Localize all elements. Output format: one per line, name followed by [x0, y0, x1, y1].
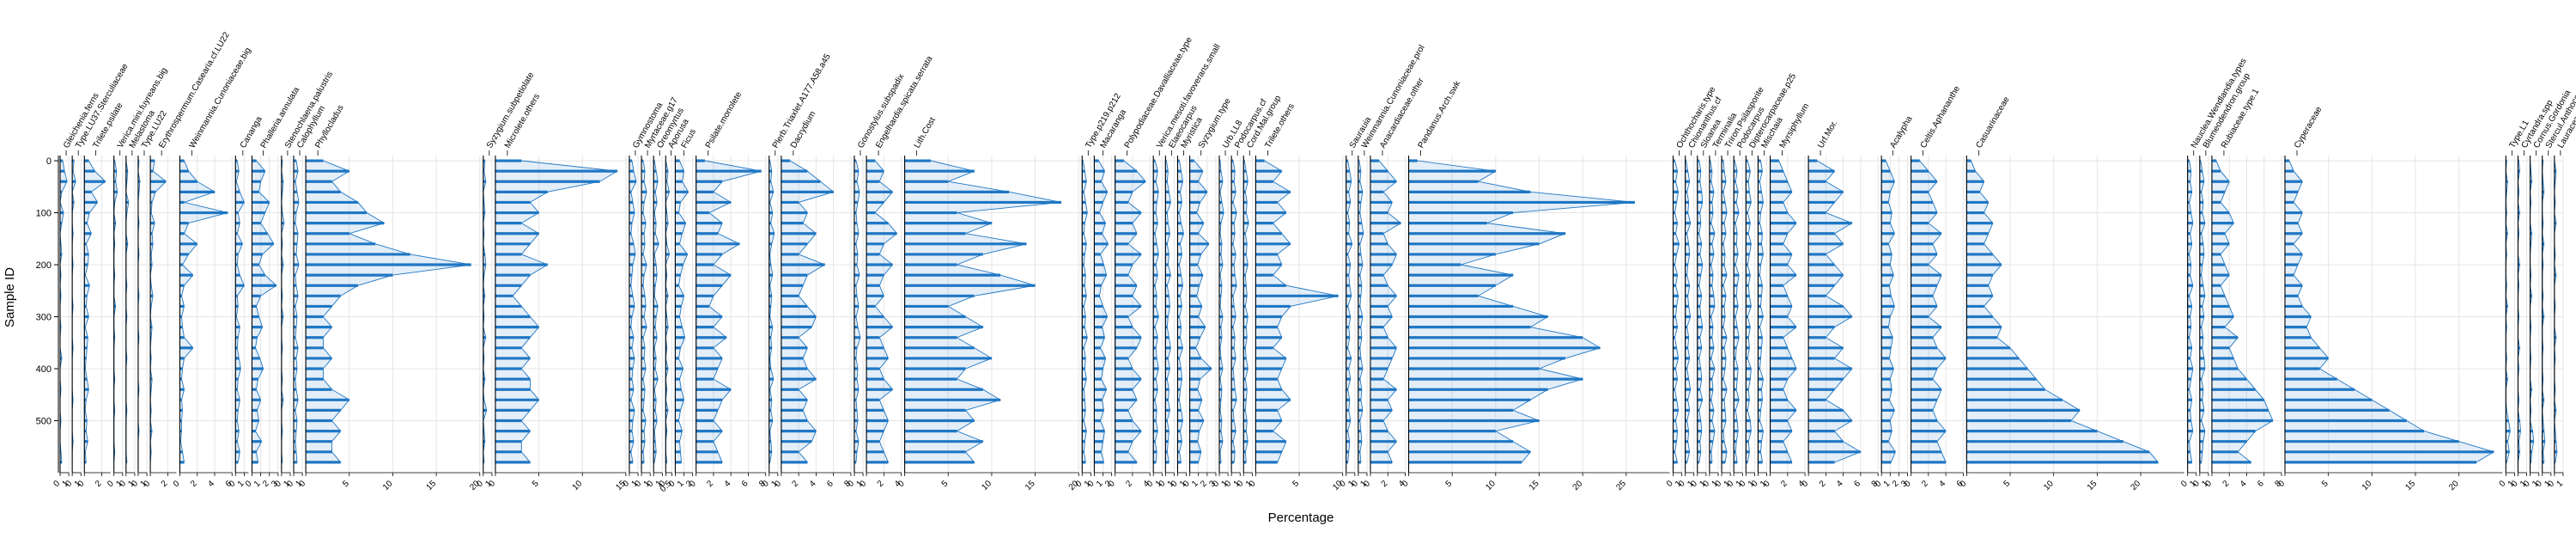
area-silhouette — [1721, 160, 1728, 463]
area-silhouette — [1115, 160, 1146, 463]
area-silhouette — [641, 160, 647, 463]
area-silhouette — [629, 160, 637, 463]
y-tick-label: 500 — [36, 417, 52, 427]
area-silhouette — [2199, 160, 2206, 463]
x-axis-label: Percentage — [1268, 510, 1334, 525]
y-axis: 0 100 200 300 400 500 — [36, 156, 59, 473]
area-silhouette — [1880, 160, 1896, 463]
area-silhouette — [1177, 160, 1184, 463]
area-silhouette — [781, 160, 835, 463]
area-silhouette — [1230, 160, 1237, 463]
area-silhouette — [305, 160, 471, 463]
area-silhouette — [1093, 160, 1109, 463]
area-silhouette — [2211, 160, 2274, 463]
y-tick-label: 300 — [36, 313, 52, 323]
area-silhouette — [1255, 160, 1339, 463]
y-tick-label: 0 — [46, 156, 52, 167]
area-silhouette — [696, 160, 762, 463]
area-silhouette — [252, 160, 277, 463]
area-silhouette — [1733, 160, 1740, 463]
area-silhouette — [854, 160, 861, 463]
y-axis-label: Sample ID — [3, 267, 17, 327]
area-silhouette — [234, 160, 245, 463]
y-tick-label: 200 — [36, 260, 52, 271]
area-silhouette — [1346, 160, 1353, 463]
y-tick-label: 400 — [36, 364, 52, 375]
grid-layer — [60, 160, 2563, 422]
area-silhouette — [1152, 160, 1159, 463]
y-tick-label: 100 — [36, 209, 52, 219]
area-silhouette — [1965, 160, 2160, 463]
area-silhouette — [1807, 160, 1862, 463]
area-silhouette — [674, 160, 690, 463]
area-silhouette — [1164, 160, 1171, 463]
